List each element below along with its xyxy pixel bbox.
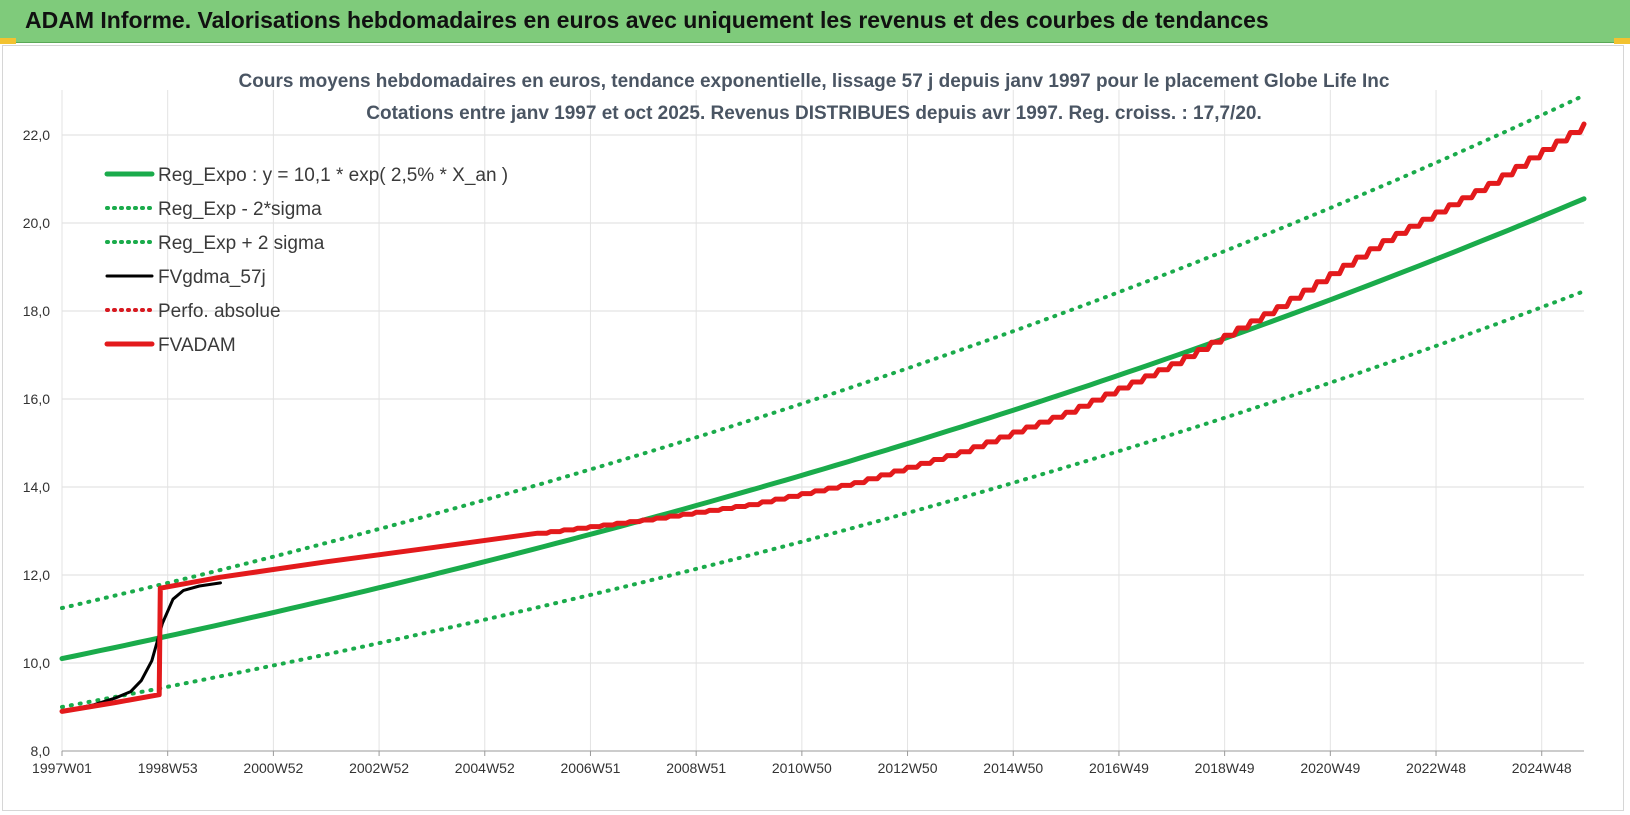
chart-title: Cours moyens hebdomadaires en euros, ten… xyxy=(239,71,1390,124)
x-tick-label: 2012W50 xyxy=(878,760,938,776)
chart-frame xyxy=(2,45,1624,811)
legend-label-0: Reg_Expo : y = 10,1 * exp( 2,5% * X_an ) xyxy=(158,165,508,186)
x-tick-label: 2008W51 xyxy=(666,760,726,776)
x-tick-label: 2006W51 xyxy=(561,760,621,776)
y-tick-label: 12,0 xyxy=(23,567,50,583)
report-title: ADAM Informe. Valorisations hebdomadaire… xyxy=(25,7,1269,33)
series-line-5 xyxy=(59,121,1587,714)
legend: Reg_Expo : y = 10,1 * exp( 2,5% * X_an )… xyxy=(104,165,508,356)
y-tick-label: 8,0 xyxy=(31,743,51,759)
y-tick-label: 14,0 xyxy=(23,479,50,495)
y-tick-label: 18,0 xyxy=(23,303,50,319)
corner-mark-left xyxy=(0,38,16,44)
legend-label-2: Reg_Exp + 2 sigma xyxy=(158,233,325,254)
chart-title-line-1: Cours moyens hebdomadaires en euros, ten… xyxy=(239,71,1390,92)
axis-layer: 8,0 10,0 12,0 14,0 16,0 18,0 20,0 22,0 1997W01 19… xyxy=(23,127,1584,776)
x-tick-label: 2004W52 xyxy=(455,760,515,776)
y-tick-label: 20,0 xyxy=(23,215,50,231)
y-tick-label: 10,0 xyxy=(23,655,50,671)
legend-label-3: FVgdma_57j xyxy=(158,267,266,288)
x-tick-label: 2002W52 xyxy=(349,760,409,776)
report-header: ADAM Informe. Valorisations hebdomadaire… xyxy=(0,0,1630,43)
x-tick-label: 2014W50 xyxy=(983,760,1043,776)
x-tick-label: 2010W50 xyxy=(772,760,832,776)
x-tick-label: 2018W49 xyxy=(1195,760,1255,776)
y-tick-label: 16,0 xyxy=(23,391,50,407)
chart-title-line-2: Cotations entre janv 1997 et oct 2025. R… xyxy=(366,103,1261,124)
x-tick-label: 2020W49 xyxy=(1300,760,1360,776)
series-line-3 xyxy=(60,581,222,713)
x-tick-label: 1998W53 xyxy=(138,760,198,776)
legend-label-1: Reg_Exp - 2*sigma xyxy=(158,199,322,220)
legend-label-4: Perfo. absolue xyxy=(158,301,281,322)
x-tick-label: 1997W01 xyxy=(32,760,92,776)
series-line-0 xyxy=(59,196,1587,662)
series-line-1 xyxy=(60,289,1586,709)
corner-mark-right xyxy=(1614,38,1630,44)
y-tick-label: 22,0 xyxy=(23,127,50,143)
x-tick-label: 2016W49 xyxy=(1089,760,1149,776)
x-tick-label: 2022W48 xyxy=(1406,760,1466,776)
series-line-2 xyxy=(60,93,1586,610)
x-tick-label: 2000W52 xyxy=(243,760,303,776)
grid-layer xyxy=(61,90,1584,752)
x-tick-label: 2024W48 xyxy=(1512,760,1572,776)
series-layer xyxy=(59,93,1587,714)
legend-label-5: FVADAM xyxy=(158,335,236,356)
